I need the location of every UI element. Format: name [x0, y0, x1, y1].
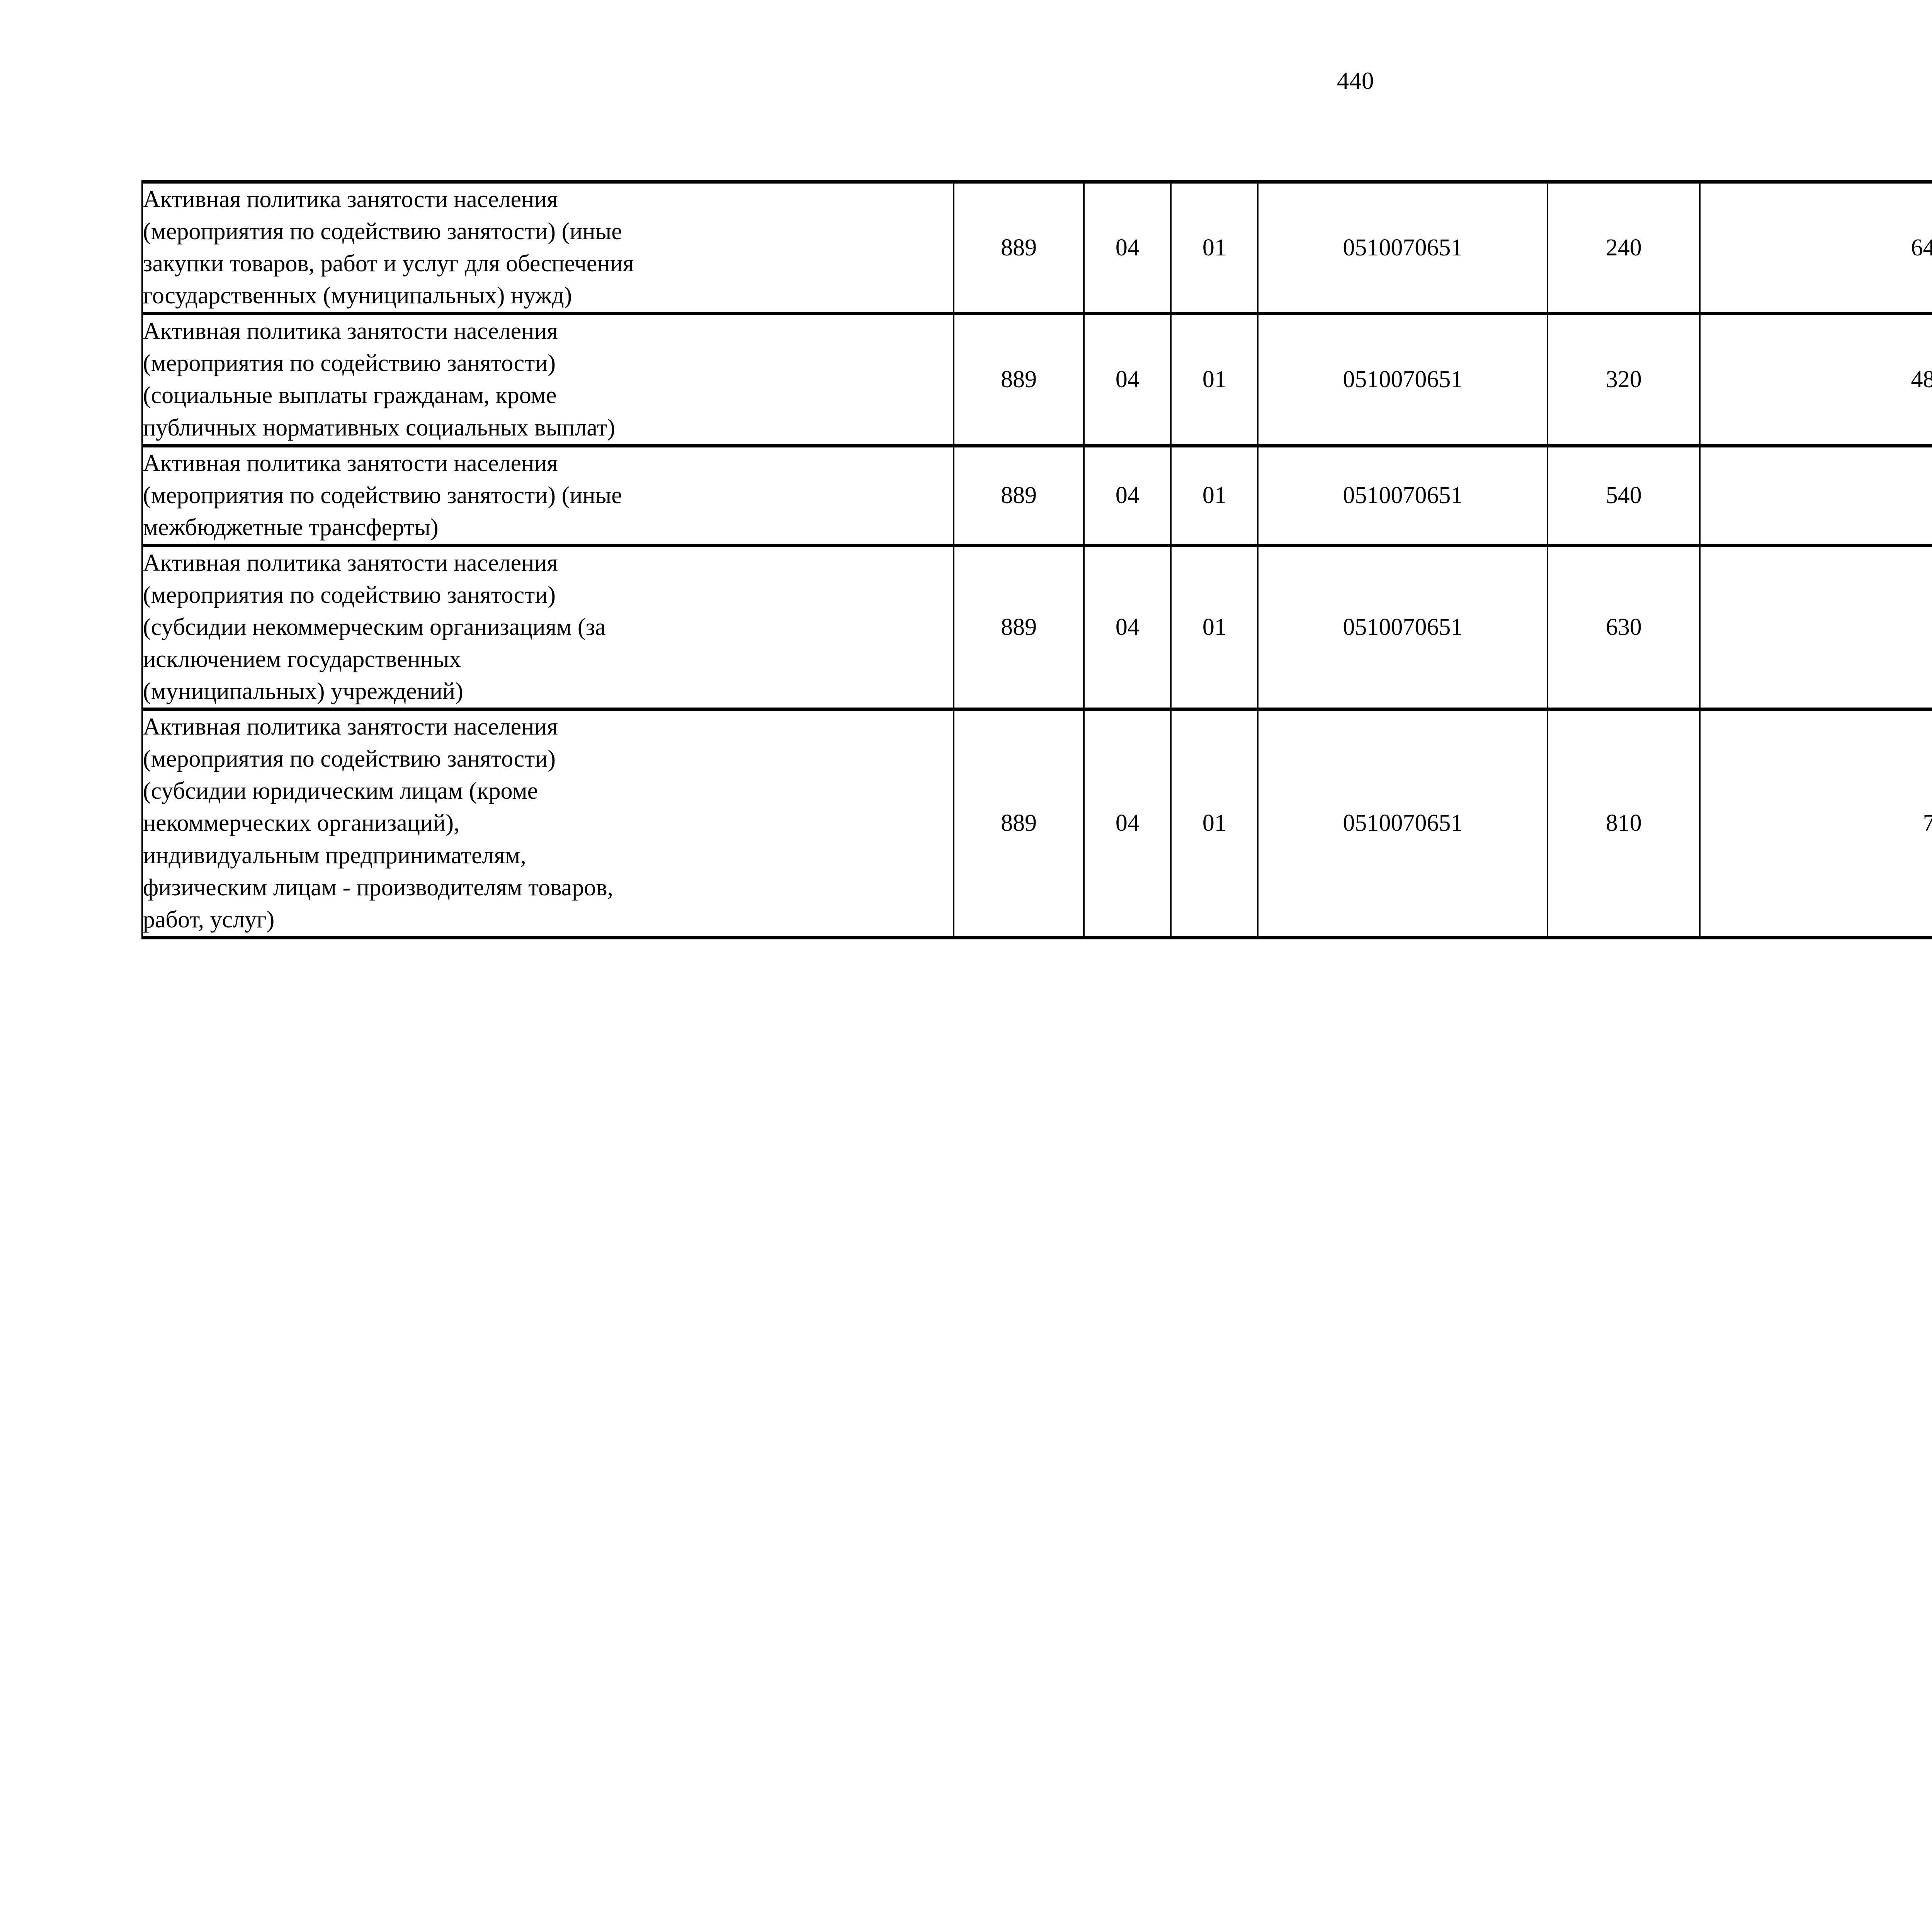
cell-amount-1: 90,4 [1699, 543, 1932, 711]
cell-podrazdel-code: 01 [1170, 312, 1259, 447]
cell-vedomstvo-code: 889 [952, 180, 1085, 316]
expense-name-line: Активная политика занятости населения [143, 186, 558, 213]
cell-expense-name: Активная политика занятости населения (ме… [141, 312, 954, 447]
cell-expense-name: Активная политика занятости населения (ме… [141, 444, 954, 547]
page-number: 440 [1337, 67, 1374, 94]
cell-target-article-code: 0510070651 [1257, 708, 1549, 939]
cell-target-article-code: 0510070651 [1257, 312, 1549, 447]
cell-expense-name: Активная политика занятости населения (ме… [141, 543, 954, 711]
cell-razdel-code: 04 [1083, 444, 1172, 547]
cell-podrazdel-code: 01 [1170, 180, 1259, 316]
cell-amount-1: 64468,9 [1699, 180, 1932, 316]
expense-name-line: (муниципальных) учреждений) [143, 678, 463, 705]
cell-vedomstvo-code: 889 [952, 312, 1085, 447]
cell-razdel-code: 04 [1083, 180, 1172, 316]
cell-target-article-code: 0510070651 [1257, 543, 1549, 711]
table-row: Активная политика занятости населения (ме… [141, 180, 1932, 316]
expense-name-line: (субсидии юридическим лицам (кроме [143, 778, 538, 805]
budget-table-container: Активная политика занятости населения (ме… [141, 180, 1932, 939]
cell-expense-name: Активная политика занятости населения (ме… [141, 708, 954, 939]
cell-amount-1: 48165,4 [1699, 312, 1932, 447]
table-row: Активная политика занятости населения (ме… [141, 312, 1932, 447]
expense-name-line: публичных нормативных социальных выплат) [143, 414, 616, 441]
cell-razdel-code: 04 [1083, 543, 1172, 711]
cell-expense-type-code: 320 [1547, 312, 1701, 447]
expense-name-line: Активная политика занятости населения [143, 318, 558, 345]
cell-amount-1: 7178,3 [1699, 708, 1932, 939]
expense-name-line: Активная политика занятости населения [143, 714, 558, 740]
cell-vedomstvo-code: 889 [952, 708, 1085, 939]
cell-podrazdel-code: 01 [1170, 543, 1259, 711]
expense-name-line: индивидуальным предпринимателям, [143, 842, 526, 869]
expense-name-line: Активная политика занятости населения [143, 549, 558, 576]
expense-name-line: (мероприятия по содействию занятости) (и… [143, 482, 622, 509]
cell-amount-1: 500,0 [1699, 444, 1932, 547]
expense-name-line: физическим лицам - производителям товаро… [143, 874, 613, 901]
cell-expense-type-code: 630 [1547, 543, 1701, 711]
budget-table: Активная политика занятости населения (ме… [141, 180, 1932, 939]
expense-name-line: (социальные выплаты гражданам, кроме [143, 382, 557, 409]
cell-expense-name: Активная политика занятости населения (ме… [141, 180, 954, 316]
cell-expense-type-code: 540 [1547, 444, 1701, 547]
expense-name-line: (мероприятия по содействию занятости) [143, 582, 556, 608]
table-row: Активная политика занятости населения (ме… [141, 543, 1932, 711]
cell-expense-type-code: 240 [1547, 180, 1701, 316]
cell-vedomstvo-code: 889 [952, 543, 1085, 711]
cell-expense-type-code: 810 [1547, 708, 1701, 939]
cell-podrazdel-code: 01 [1170, 708, 1259, 939]
expense-name-line: закупки товаров, работ и услуг для обесп… [143, 250, 634, 277]
cell-razdel-code: 04 [1083, 312, 1172, 447]
cell-podrazdel-code: 01 [1170, 444, 1259, 547]
cell-razdel-code: 04 [1083, 708, 1172, 939]
expense-name-line: некоммерческих организаций), [143, 810, 460, 837]
expense-name-line: исключением государственных [143, 646, 461, 673]
expense-name-line: межбюджетные трансферты) [143, 514, 439, 541]
expense-name-line: работ, услуг) [143, 906, 275, 933]
cell-target-article-code: 0510070651 [1257, 180, 1549, 316]
expense-name-line: (мероприятия по содействию занятости) [143, 746, 556, 772]
expense-name-line: (субсидии некоммерческим организациям (з… [143, 614, 606, 641]
expense-name-line: (мероприятия по содействию занятости) [143, 350, 556, 377]
cell-target-article-code: 0510070651 [1257, 444, 1549, 547]
cell-vedomstvo-code: 889 [952, 444, 1085, 547]
expense-name-line: (мероприятия по содействию занятости) (и… [143, 218, 622, 245]
budget-table-body: Активная политика занятости населения (ме… [141, 180, 1932, 939]
table-row: Активная политика занятости населения (ме… [141, 708, 1932, 939]
expense-name-line: государственных (муниципальных) нужд) [143, 282, 572, 309]
table-row: Активная политика занятости населения (ме… [141, 444, 1932, 547]
expense-name-line: Активная политика занятости населения [143, 450, 558, 476]
